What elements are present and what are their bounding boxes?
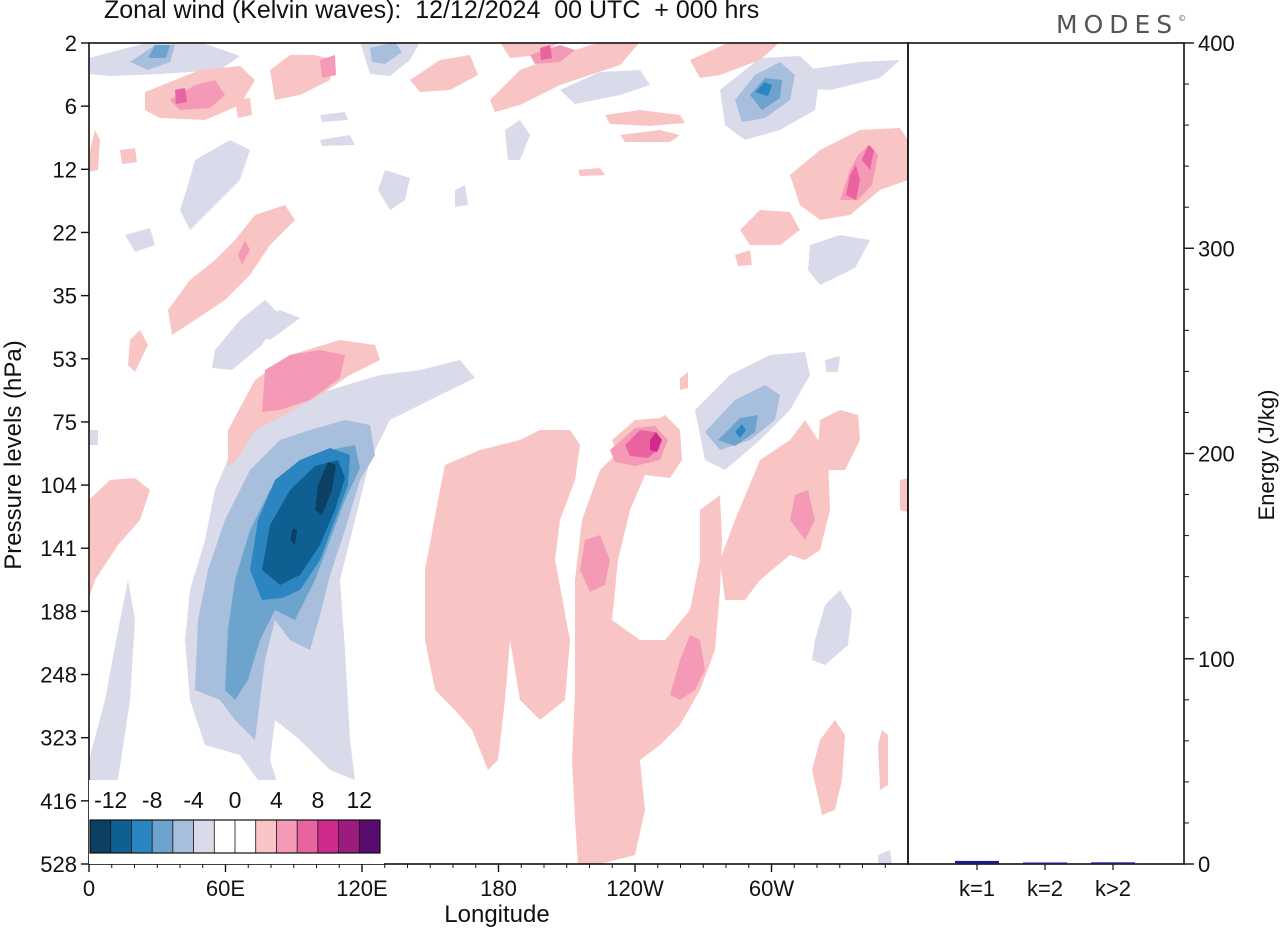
pressure-tick-label: 35	[53, 284, 77, 309]
pressure-axis-label: Pressure levels (hPa)	[0, 340, 27, 569]
wind-contour-plus8	[650, 432, 662, 452]
colorbar-cell	[110, 820, 132, 853]
logo-text: MODES	[1056, 10, 1179, 39]
colorbar-border	[89, 819, 381, 854]
bar-panel-frame	[907, 42, 1185, 865]
longitude-tick-label: 60W	[749, 876, 794, 901]
wavenumber-label: k=2	[1027, 876, 1063, 901]
pressure-tick-label: 53	[53, 347, 77, 372]
wavenumber-label: k>2	[1095, 876, 1131, 901]
energy-bar	[1023, 862, 1067, 864]
colorbar-label: 8	[311, 787, 324, 813]
pressure-tick-label: 22	[53, 220, 77, 245]
colorbar-label: -12	[94, 787, 127, 813]
longitude-tick-label: 0	[83, 876, 95, 901]
longitude-tick-label: 180	[480, 876, 517, 901]
pressure-tick-label: 416	[40, 789, 77, 814]
energy-tick-label: 0	[1198, 852, 1210, 877]
wind-contour-plus6	[175, 45, 874, 458]
wavenumber-label: k=1	[959, 876, 995, 901]
pressure-tick-label: 323	[40, 726, 77, 751]
longitude-axis-label: Longitude	[444, 901, 549, 928]
colorbar-label: 0	[229, 787, 242, 813]
energy-axis-label: Energy (J/kg)	[1254, 390, 1279, 521]
logo-mark: ©	[1178, 14, 1187, 23]
colorbar-cell	[131, 820, 153, 853]
wind-contour-minus12	[290, 462, 336, 545]
energy-tick-label: 100	[1198, 647, 1235, 672]
pressure-tick-label: 12	[53, 157, 77, 182]
pressure-tick-label: 104	[40, 473, 77, 498]
colorbar-label: 12	[346, 787, 372, 813]
colorbar-cell	[255, 820, 277, 853]
longitude-axis: 0 60E 120E 180 120W 60W Longitude	[83, 864, 886, 928]
colorbar-cell	[317, 820, 339, 853]
colorbar-cell	[90, 820, 112, 853]
longitude-tick-label: 120E	[336, 876, 387, 901]
colorbar-cell	[172, 820, 194, 853]
longitude-tick-label: 60E	[206, 876, 245, 901]
colorbar-label: 4	[270, 787, 283, 813]
wind-contour-plus2	[89, 43, 908, 864]
pressure-tick-label: 75	[53, 410, 77, 435]
wavenumber-labels: k=1 k=2 k>2	[959, 864, 1131, 901]
energy-tick-label: 300	[1198, 236, 1235, 261]
energy-bar	[955, 860, 999, 864]
colorbar-cell	[193, 820, 215, 853]
colorbar-cell	[276, 820, 298, 853]
modes-logo: MODES©	[1056, 10, 1186, 39]
pressure-tick-label: 141	[40, 536, 77, 561]
colorbar-cell	[235, 820, 257, 853]
colorbar-legend: -12 -8 -4 0 4 8 12	[89, 780, 384, 864]
energy-tick-label: 400	[1198, 31, 1235, 56]
chart-title: Zonal wind (Kelvin waves): 12/12/2024 00…	[104, 0, 760, 24]
colorbar-cell	[359, 820, 381, 853]
colorbar-cell	[297, 820, 319, 853]
pressure-tick-label: 248	[40, 663, 77, 688]
energy-axis: 0 100 200 300 400 Energy (J/kg)	[1184, 31, 1279, 877]
energy-bar	[1091, 862, 1135, 864]
colorbar-cell	[214, 820, 236, 853]
pressure-axis: 2 6 12 22 35 53 75 104 141 188 248 323 416 528 Pressu…	[0, 31, 89, 877]
energy-bars	[955, 860, 1135, 864]
colorbar-label: -8	[142, 787, 162, 813]
colorbar-cell	[152, 820, 174, 853]
pressure-tick-label: 188	[40, 599, 77, 624]
zonal-wind-heatmap	[89, 43, 908, 864]
energy-tick-label: 200	[1198, 442, 1235, 467]
pressure-tick-label: 528	[40, 852, 77, 877]
colorbar-label: -4	[183, 787, 204, 813]
longitude-tick-label: 120W	[606, 876, 664, 901]
pressure-tick-label: 2	[65, 31, 77, 56]
pressure-tick-label: 6	[65, 94, 77, 119]
colorbar-cell	[338, 820, 360, 853]
